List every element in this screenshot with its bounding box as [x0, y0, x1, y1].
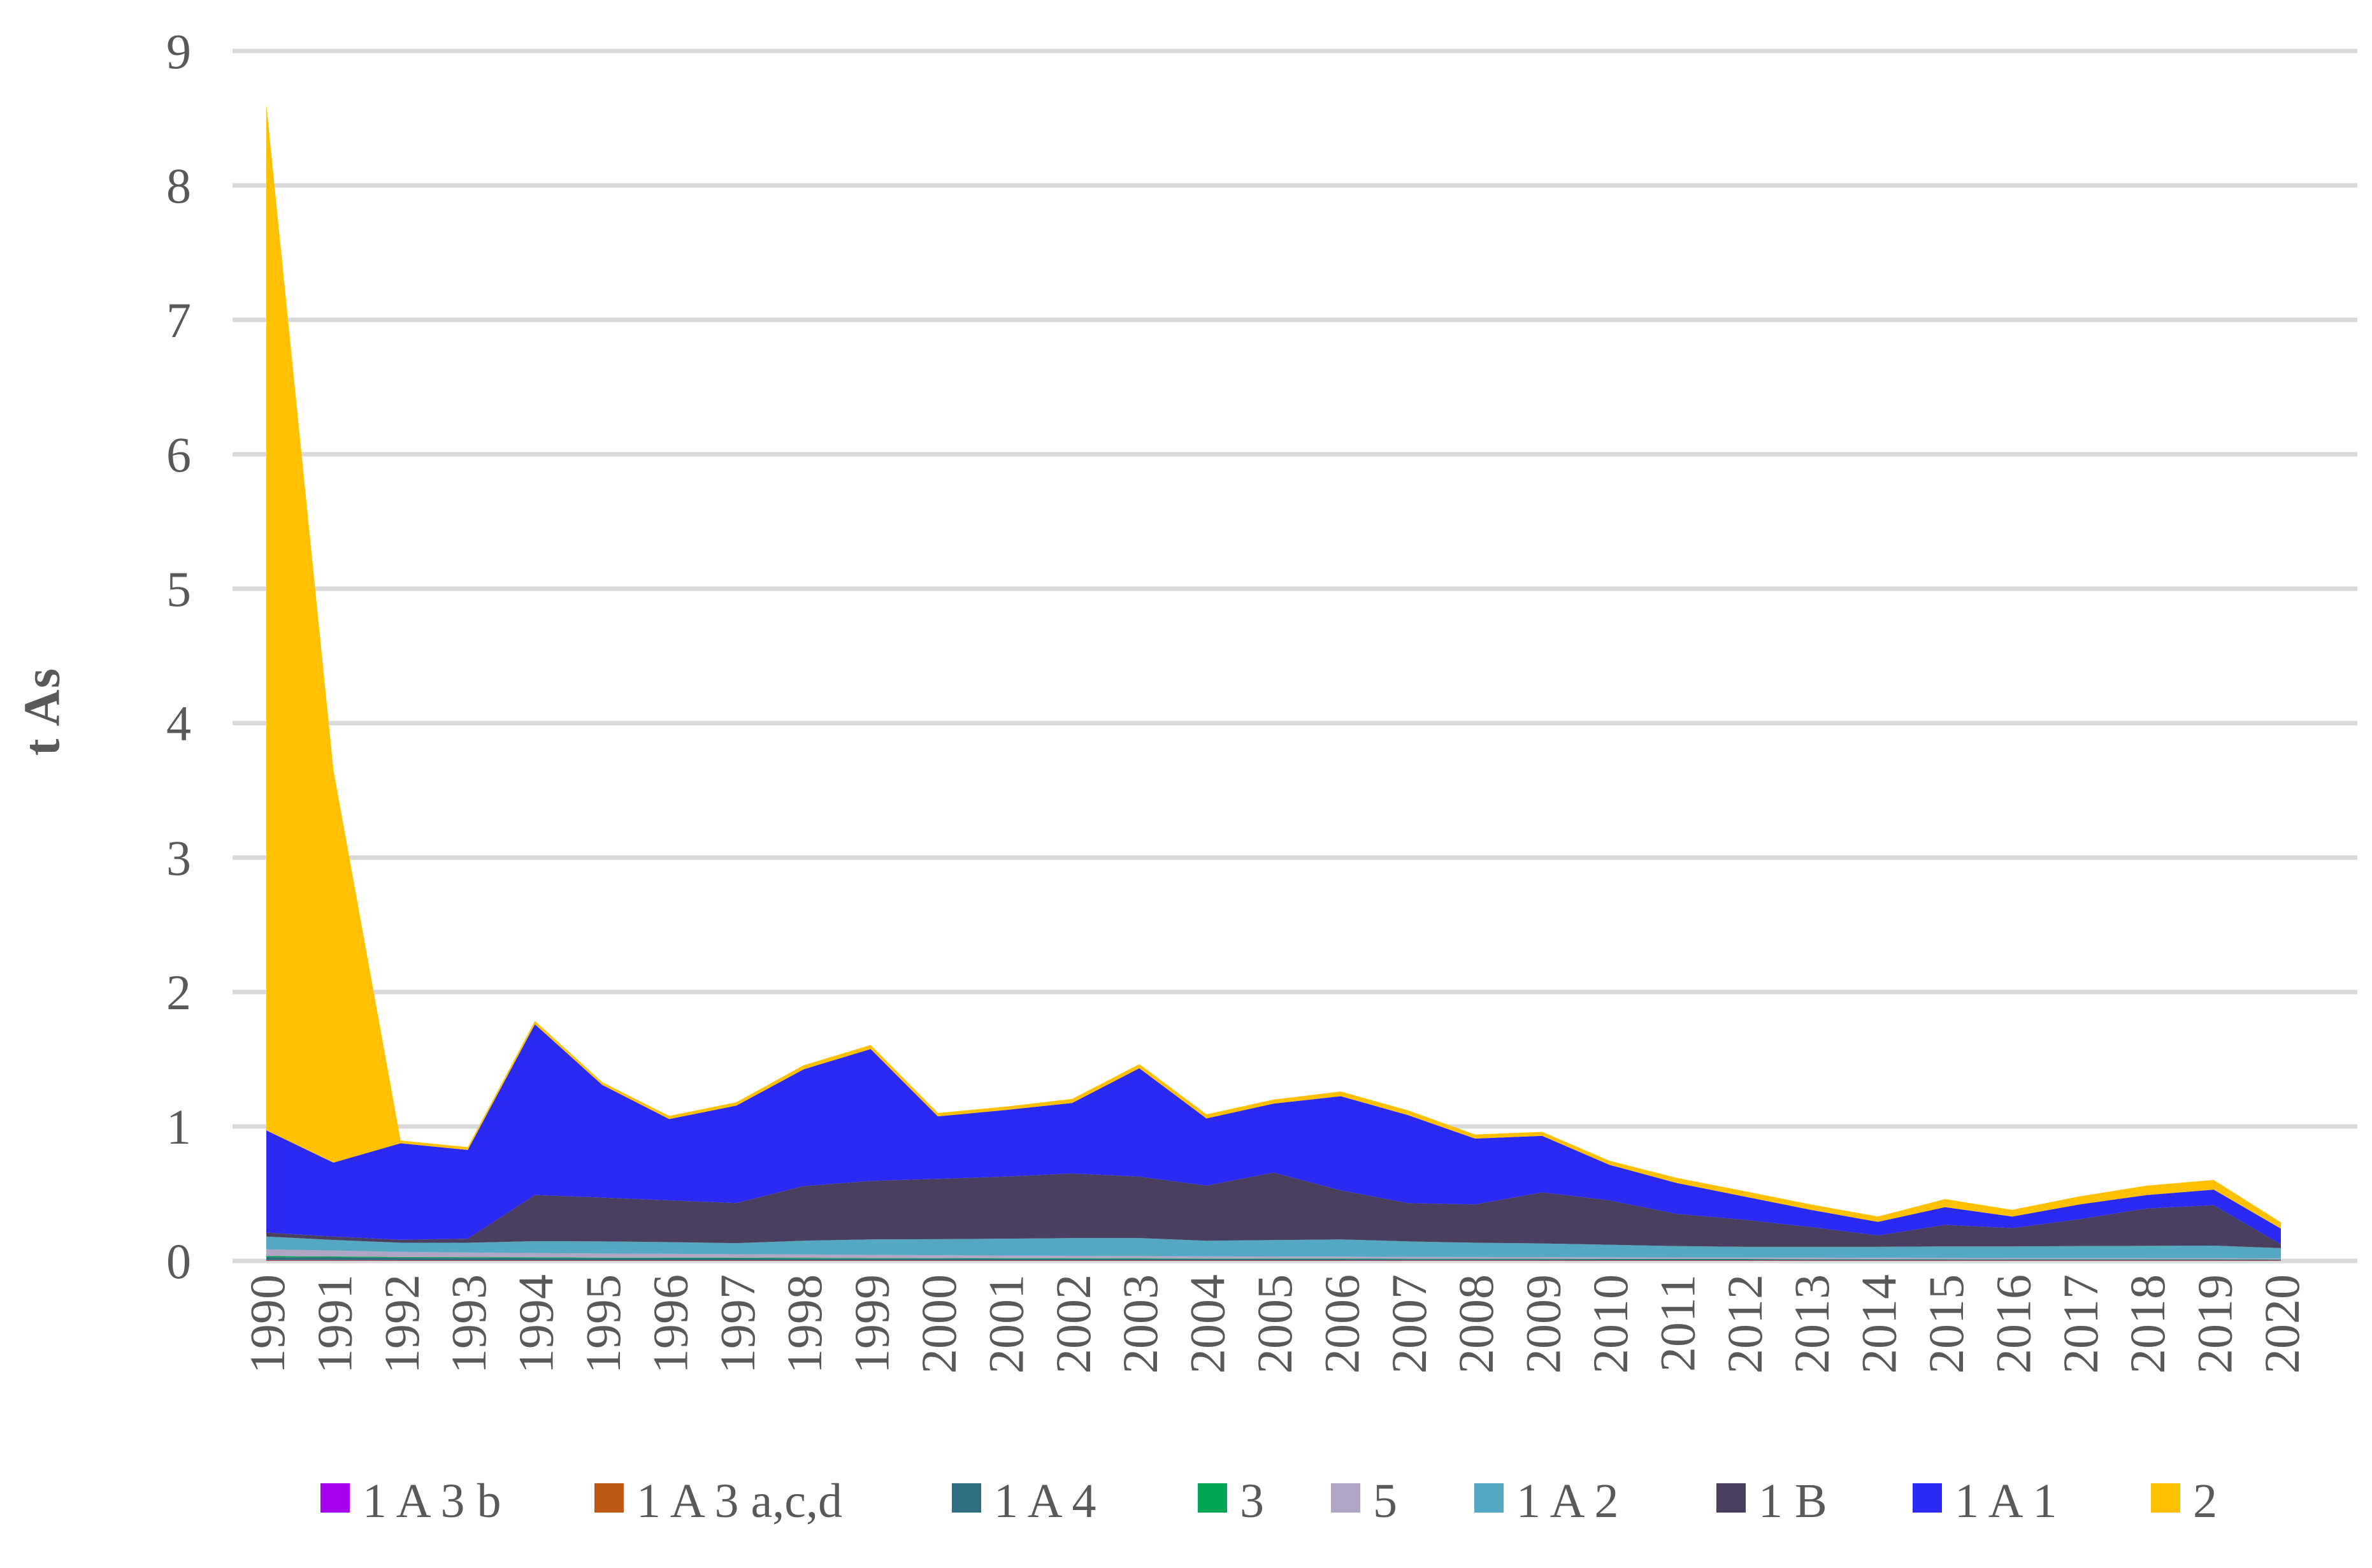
area-series-1-A-2 — [266, 1236, 2281, 1259]
y-axis: 0 1 2 3 4 5 6 7 8 9 — [166, 24, 191, 1289]
x-axis-tick-label: 2009 — [1516, 1274, 1571, 1374]
y-axis-tick-label: 4 — [166, 696, 191, 751]
x-axis-tick-label: 2006 — [1314, 1274, 1369, 1374]
legend-swatch-icon — [320, 1483, 350, 1513]
legend-item-2: 2 — [2151, 1477, 2217, 1525]
y-axis-tick-label: 6 — [166, 427, 191, 482]
legend-label: 1 B — [1758, 1474, 1827, 1528]
x-axis-tick-label: 1998 — [777, 1274, 832, 1374]
legend-label: 1 A 1 — [1955, 1474, 2057, 1528]
y-axis-tick-label: 0 — [166, 1234, 191, 1289]
x-axis: 1990 1991 1992 1993 1994 1995 1996 1997 1998 1999… — [240, 1274, 2310, 1374]
x-axis-tick-label: 1995 — [575, 1274, 631, 1374]
x-axis-tick-label: 2002 — [1046, 1274, 1101, 1374]
x-axis-tick-label: 1997 — [710, 1274, 765, 1374]
legend-item-1-A-1: 1 A 1 — [1913, 1477, 2057, 1525]
legend-item-3: 3 — [1198, 1477, 1264, 1525]
area-series-1-A-1 — [266, 1024, 2281, 1245]
x-axis-tick-label: 2014 — [1851, 1274, 1907, 1374]
legend-label: 1 A 2 — [1516, 1474, 1619, 1528]
x-axis-tick-label: 2003 — [1112, 1274, 1168, 1374]
x-axis-tick-label: 1996 — [642, 1274, 698, 1374]
y-axis-tick-label: 1 — [166, 1099, 191, 1154]
x-axis-tick-label: 1991 — [306, 1274, 362, 1374]
x-axis-tick-label: 2019 — [2187, 1274, 2243, 1374]
legend-label: 1 A 3 b — [363, 1474, 501, 1528]
x-axis-tick-label: 2010 — [1583, 1274, 1638, 1374]
x-axis-tick-label: 2001 — [978, 1274, 1033, 1374]
x-axis-tick-label: 1994 — [508, 1274, 564, 1374]
y-axis-tick-label: 9 — [166, 24, 191, 79]
legend-swatch-icon — [594, 1483, 624, 1513]
x-axis-tick-label: 2004 — [1180, 1274, 1235, 1374]
x-axis-tick-label: 2015 — [1918, 1274, 1974, 1374]
legend-item-1-A-3-a-c-d: 1 A 3 a,c,d — [594, 1477, 842, 1525]
x-axis-tick-label: 1992 — [374, 1274, 429, 1374]
y-axis-tick-label: 8 — [166, 158, 191, 213]
x-axis-tick-label: 1999 — [844, 1274, 900, 1374]
x-axis-tick-label: 2016 — [1985, 1274, 2041, 1374]
x-axis-tick-label: 1990 — [240, 1274, 295, 1374]
legend: 1 A 3 b 1 A 3 a,c,d 1 A 4 3 5 1 A 2 1 B 1 A 1 2 — [0, 1477, 2372, 1553]
x-axis-tick-label: 2017 — [2053, 1274, 2108, 1374]
legend-item-1-B: 1 B — [1716, 1477, 1827, 1525]
legend-item-1-A-3-b: 1 A 3 b — [320, 1477, 501, 1525]
legend-label: 2 — [2193, 1474, 2217, 1528]
y-axis-title: t As — [14, 666, 71, 756]
legend-swatch-icon — [952, 1483, 981, 1513]
x-axis-tick-label: 2007 — [1381, 1274, 1437, 1374]
legend-swatch-icon — [1474, 1483, 1504, 1513]
x-axis-tick-label: 2018 — [2120, 1274, 2175, 1374]
y-axis-tick-label: 2 — [166, 965, 191, 1020]
x-axis-tick-label: 2020 — [2254, 1274, 2310, 1374]
area-series-1-B — [266, 1172, 2281, 1248]
legend-swatch-icon — [1716, 1483, 1746, 1513]
legend-item-1-A-2: 1 A 2 — [1474, 1477, 1619, 1525]
x-axis-tick-label: 2000 — [911, 1274, 967, 1374]
x-axis-tick-label: 2005 — [1247, 1274, 1302, 1374]
legend-swatch-icon — [1331, 1483, 1360, 1513]
legend-swatch-icon — [1198, 1483, 1227, 1513]
x-axis-tick-label: 1993 — [441, 1274, 496, 1374]
legend-label: 5 — [1373, 1474, 1397, 1528]
area-series-3 — [266, 1256, 2281, 1260]
legend-item-5: 5 — [1331, 1477, 1397, 1525]
legend-label: 1 A 4 — [994, 1474, 1096, 1528]
area-series-1-A-3-a-c-d — [266, 1260, 2281, 1261]
x-axis-tick-label: 2011 — [1650, 1274, 1705, 1372]
legend-label: 3 — [1240, 1474, 1264, 1528]
y-axis-tick-label: 5 — [166, 561, 191, 617]
area-series-5 — [266, 1249, 2281, 1260]
x-axis-tick-label: 2012 — [1717, 1274, 1772, 1374]
area-series-1-A-4 — [266, 1257, 2281, 1260]
stacked-areas — [266, 104, 2281, 1261]
legend-label: 1 A 3 a,c,d — [636, 1474, 842, 1528]
legend-swatch-icon — [2151, 1483, 2180, 1513]
legend-swatch-icon — [1913, 1483, 1942, 1513]
y-axis-tick-label: 7 — [166, 292, 191, 348]
x-axis-tick-label: 2013 — [1784, 1274, 1839, 1374]
y-axis-tick-label: 3 — [166, 830, 191, 886]
legend-item-1-A-4: 1 A 4 — [952, 1477, 1096, 1525]
x-axis-tick-label: 2008 — [1448, 1274, 1504, 1374]
